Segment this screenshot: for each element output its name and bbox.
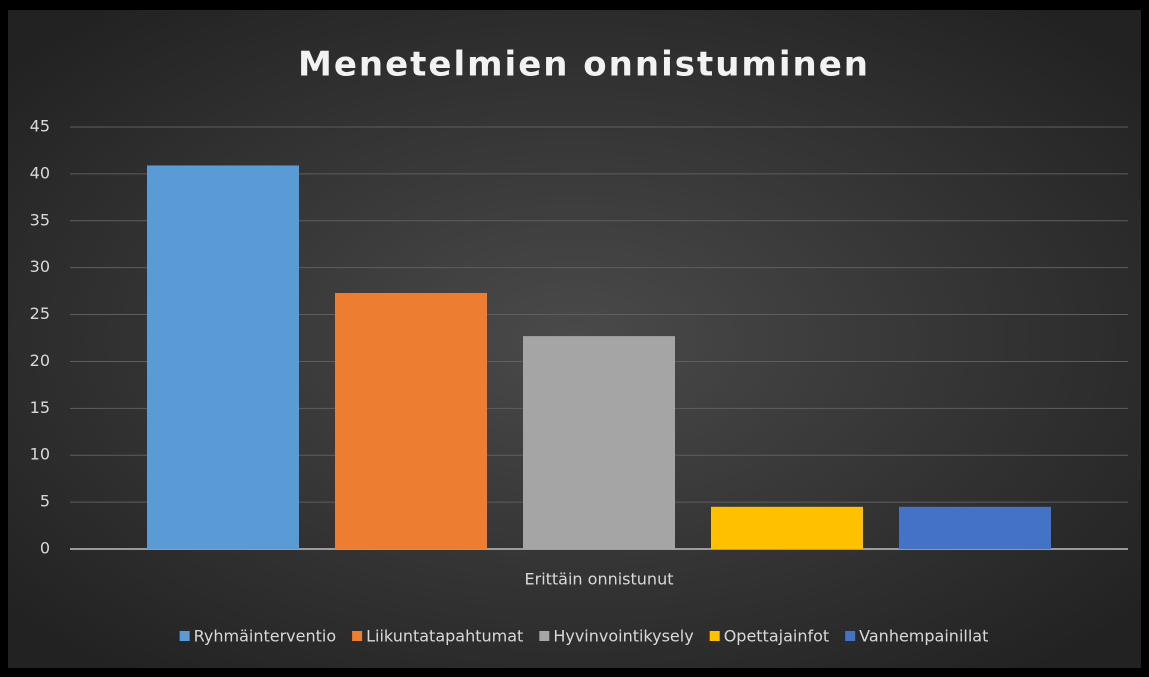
y-tick-label: 15 <box>30 398 50 417</box>
legend-swatch <box>352 631 363 641</box>
y-tick-label: 30 <box>30 257 50 276</box>
y-tick-label: 35 <box>30 210 50 229</box>
y-tick-label: 5 <box>40 492 50 511</box>
legend-label: Opettajainfot <box>724 627 829 646</box>
bar <box>711 506 863 549</box>
bar <box>899 506 1051 549</box>
legend-swatch <box>709 631 720 641</box>
legend-label: Hyvinvointikysely <box>553 627 693 646</box>
y-tick-label: 40 <box>30 163 50 182</box>
y-tick-label: 25 <box>30 304 50 323</box>
legend-label: Vanhempainillat <box>859 627 988 646</box>
bar <box>335 292 487 549</box>
y-tick-label: 10 <box>30 445 50 464</box>
chart-title: Menetelmien onnistuminen <box>298 45 870 85</box>
y-tick-label: 0 <box>40 539 50 558</box>
y-tick-label: 20 <box>30 351 50 370</box>
legend-swatch <box>179 631 190 641</box>
bar <box>523 336 675 549</box>
legend-label: Liikuntatapahtumat <box>366 627 523 646</box>
legend-label: Ryhmäinterventio <box>194 627 336 646</box>
x-tick-label: Erittäin onnistunut <box>525 570 674 589</box>
legend-swatch <box>845 631 856 641</box>
legend-swatch <box>539 631 550 641</box>
bar <box>147 165 299 549</box>
y-tick-label: 45 <box>30 117 50 136</box>
